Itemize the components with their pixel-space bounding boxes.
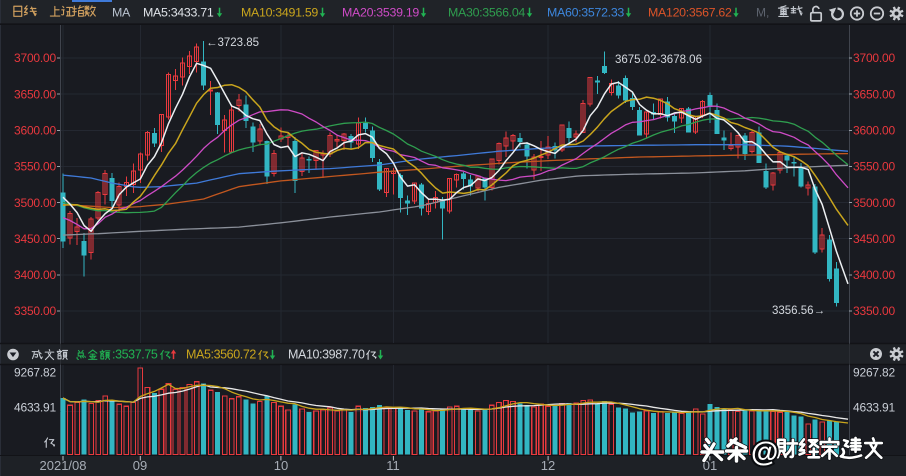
svg-text::3537.75: :3537.75 bbox=[112, 348, 158, 362]
svg-text:3350.00: 3350.00 bbox=[853, 304, 896, 318]
svg-text:3356.56→: 3356.56→ bbox=[772, 305, 825, 317]
svg-text:3550.00: 3550.00 bbox=[853, 160, 896, 174]
svg-text:3400.00: 3400.00 bbox=[853, 268, 896, 282]
svg-text:M,: M, bbox=[756, 6, 769, 20]
svg-text:3450.00: 3450.00 bbox=[14, 232, 57, 246]
svg-text:2021/08: 2021/08 bbox=[40, 458, 87, 473]
svg-text:3700.00: 3700.00 bbox=[853, 51, 896, 65]
svg-text:@: @ bbox=[751, 436, 778, 467]
svg-text:3500.00: 3500.00 bbox=[14, 196, 57, 210]
svg-text:4633.91: 4633.91 bbox=[853, 401, 896, 415]
svg-text:3600.00: 3600.00 bbox=[14, 124, 57, 138]
svg-text:3550.00: 3550.00 bbox=[14, 160, 57, 174]
svg-text:MA30:3566.04: MA30:3566.04 bbox=[448, 6, 525, 20]
svg-text:4633.91: 4633.91 bbox=[14, 401, 57, 415]
svg-text:3450.00: 3450.00 bbox=[853, 232, 896, 246]
svg-text:3700.00: 3700.00 bbox=[14, 51, 57, 65]
svg-text:MA10:3491.59: MA10:3491.59 bbox=[241, 6, 318, 20]
svg-text:3675.02-3678.06: 3675.02-3678.06 bbox=[615, 54, 702, 66]
svg-text:3650.00: 3650.00 bbox=[14, 87, 57, 101]
svg-text:3500.00: 3500.00 bbox=[853, 196, 896, 210]
svg-text:MA10:3987.70: MA10:3987.70 bbox=[288, 348, 365, 362]
svg-text:MA120:3567.62: MA120:3567.62 bbox=[648, 6, 732, 20]
svg-text:MA20:3539.19: MA20:3539.19 bbox=[342, 6, 419, 20]
svg-text:←3723.85: ←3723.85 bbox=[206, 37, 259, 49]
svg-text:09: 09 bbox=[133, 458, 147, 473]
svg-text:MA5:3433.71: MA5:3433.71 bbox=[143, 6, 214, 20]
svg-text:01: 01 bbox=[703, 458, 717, 473]
svg-text:3350.00: 3350.00 bbox=[14, 304, 57, 318]
svg-text:3400.00: 3400.00 bbox=[14, 268, 57, 282]
svg-text:MA: MA bbox=[112, 6, 131, 20]
svg-text:12: 12 bbox=[541, 458, 555, 473]
svg-text:9267.82: 9267.82 bbox=[14, 366, 57, 380]
svg-text:3600.00: 3600.00 bbox=[853, 124, 896, 138]
svg-text:MA5:3560.72: MA5:3560.72 bbox=[186, 348, 256, 362]
svg-text:10: 10 bbox=[274, 458, 288, 473]
svg-text:3650.00: 3650.00 bbox=[853, 87, 896, 101]
svg-text:9267.82: 9267.82 bbox=[853, 366, 896, 380]
svg-text:11: 11 bbox=[386, 458, 400, 473]
svg-text:MA60:3572.33: MA60:3572.33 bbox=[547, 6, 624, 20]
